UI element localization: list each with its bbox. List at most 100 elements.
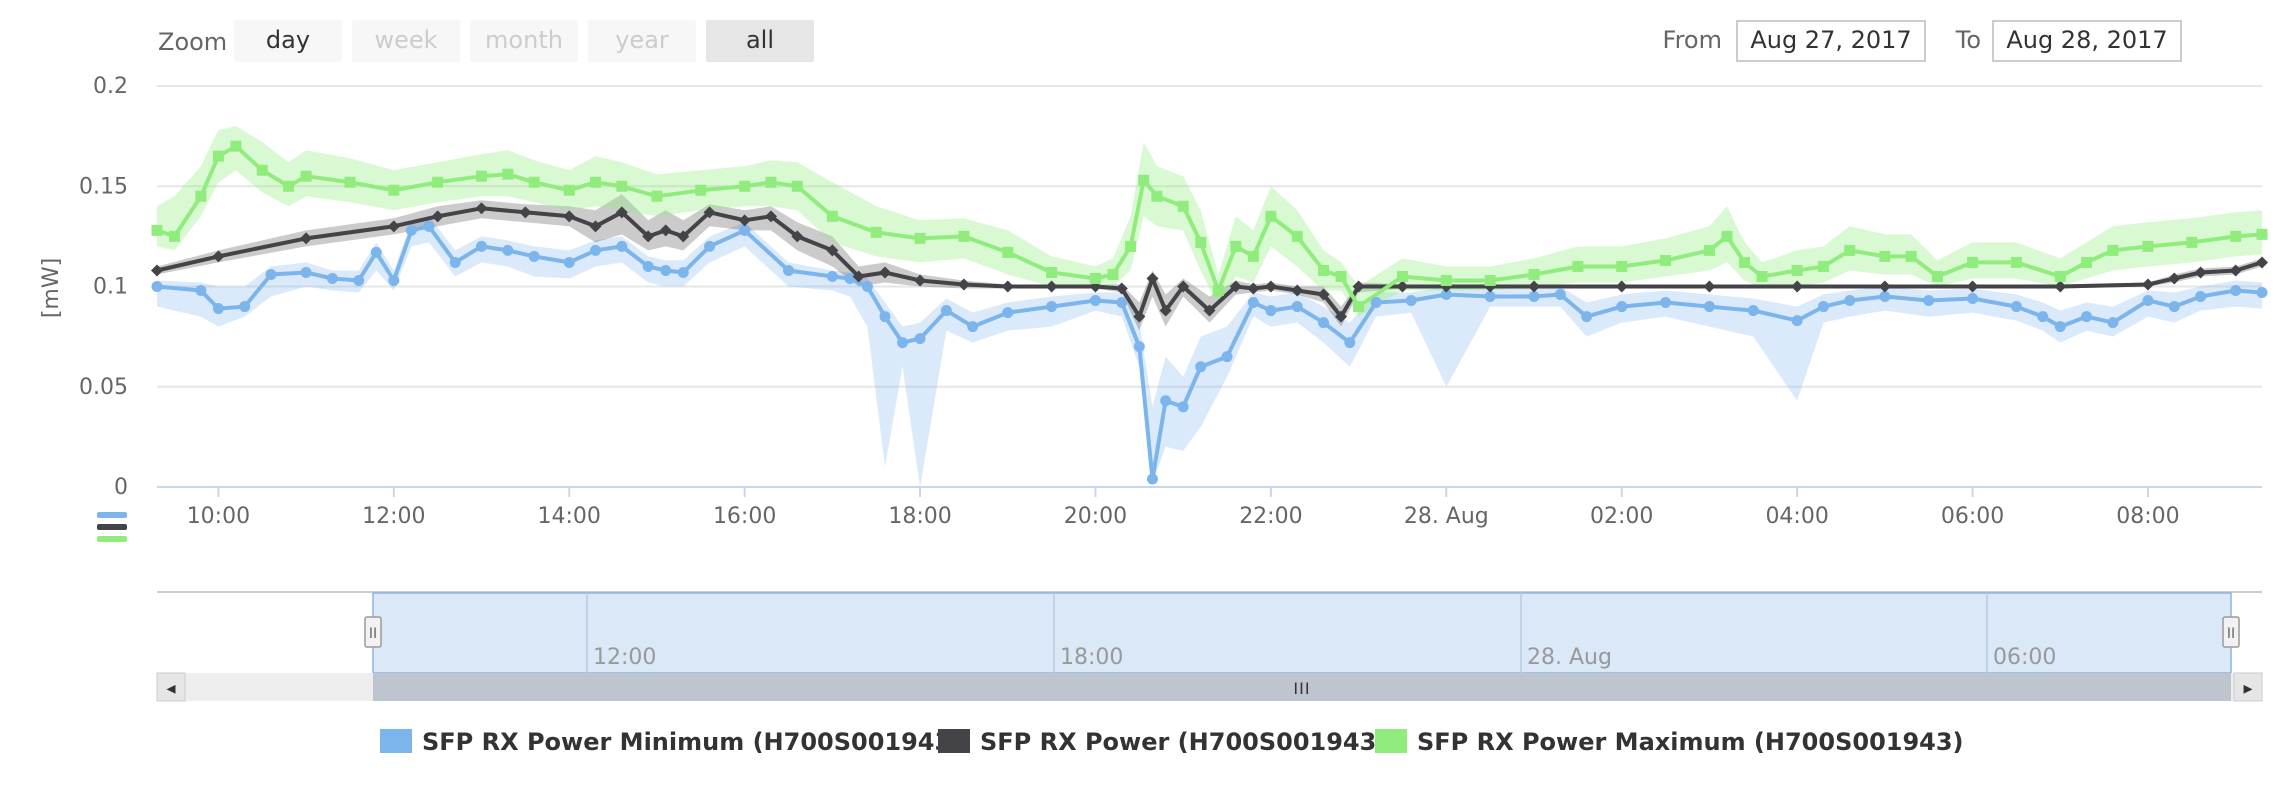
- point-min: [1291, 301, 1303, 313]
- point-min: [1616, 301, 1628, 313]
- point-min: [1265, 305, 1277, 317]
- point-avg: [1352, 280, 1365, 293]
- point-min: [563, 256, 575, 268]
- point-max: [1616, 260, 1628, 272]
- x-tick-label: 16:00: [713, 504, 776, 529]
- point-min: [1660, 297, 1672, 309]
- point-min: [151, 281, 163, 292]
- point-min: [616, 240, 628, 252]
- to-date-input-box[interactable]: [1992, 20, 2182, 62]
- x-tick-label: 08:00: [2116, 504, 2179, 529]
- range-bands: [157, 126, 2262, 488]
- zoom-button-day[interactable]: day: [234, 20, 342, 62]
- zoom-button-month-label: month: [485, 26, 563, 54]
- point-max: [230, 140, 242, 152]
- series-markers: [151, 140, 2268, 485]
- point-avg: [1966, 280, 1979, 293]
- point-max: [590, 176, 602, 188]
- point-max: [870, 226, 882, 238]
- scrollbar-thumb[interactable]: [373, 673, 2231, 701]
- point-avg: [1045, 280, 1058, 293]
- zoom-button-all[interactable]: all: [706, 20, 814, 62]
- point-max: [476, 170, 488, 182]
- x-tick-label: 28. Aug: [1404, 504, 1489, 529]
- legend-swatch-max[interactable]: [1375, 729, 1407, 753]
- point-max: [791, 180, 803, 192]
- point-avg: [1203, 304, 1216, 317]
- mini-swatch-avg: [97, 524, 127, 530]
- point-avg: [2256, 256, 2268, 269]
- navigator-right-handle-grip[interactable]: II: [2227, 626, 2235, 642]
- navigator-left-handle[interactable]: II: [364, 616, 382, 648]
- x-tick-label: 02:00: [1590, 504, 1653, 529]
- zoom-button-day-bg[interactable]: [234, 20, 342, 62]
- mini-swatch-max: [97, 536, 127, 542]
- x-tick-label: 14:00: [538, 504, 601, 529]
- legend-label-avg[interactable]: SFP RX Power (H700S001943): [980, 728, 1387, 756]
- y-tick-label: 0.15: [79, 174, 128, 199]
- point-avg: [1291, 284, 1304, 297]
- point-min: [1817, 301, 1829, 313]
- point-min: [1221, 351, 1233, 363]
- from-date-input-box[interactable]: [1736, 20, 1926, 62]
- point-min: [1133, 341, 1145, 353]
- point-avg: [1177, 280, 1190, 293]
- to-date-input[interactable]: Aug 28, 2017: [2006, 26, 2167, 54]
- point-avg: [1703, 280, 1716, 293]
- navigator-selected-range[interactable]: [372, 592, 2232, 674]
- point-avg: [677, 230, 690, 243]
- legend-swatch-avg[interactable]: [938, 729, 970, 753]
- point-avg: [387, 220, 400, 233]
- point-min: [1089, 295, 1101, 307]
- zoom-button-day-label[interactable]: day: [266, 26, 310, 54]
- scrollbar-left-arrow-icon[interactable]: ◂: [166, 678, 175, 699]
- point-avg: [589, 220, 602, 233]
- point-max: [212, 150, 224, 162]
- zoom-button-all-label[interactable]: all: [746, 26, 774, 54]
- point-max: [1177, 200, 1189, 212]
- scrollbar-left-button[interactable]: [156, 672, 186, 702]
- scrollbar-right-arrow-icon[interactable]: ▸: [2243, 678, 2252, 699]
- point-max: [432, 176, 444, 188]
- point-min: [212, 303, 224, 315]
- navigator-right-handle[interactable]: II: [2222, 616, 2240, 648]
- point-min: [449, 256, 461, 268]
- point-avg: [826, 244, 839, 257]
- legend-item-min[interactable]: SFP RX Power Minimum (H700S001943): [380, 728, 962, 756]
- point-min: [1844, 295, 1856, 307]
- from-date-input[interactable]: Aug 27, 2017: [1750, 26, 1911, 54]
- point-max: [2186, 236, 2198, 248]
- scrollbar-right-button[interactable]: [2233, 672, 2263, 702]
- point-max: [2010, 256, 2022, 268]
- point-max: [695, 184, 707, 196]
- point-avg: [1317, 288, 1330, 301]
- point-max: [1396, 270, 1408, 282]
- navigator-tick-label: 18:00: [1060, 645, 1123, 670]
- x-tick-label: 20:00: [1064, 504, 1127, 529]
- point-min: [1318, 317, 1330, 329]
- y-axis-title: [mW]: [39, 258, 64, 318]
- legend-label-max[interactable]: SFP RX Power Maximum (H700S001943): [1417, 728, 1964, 756]
- point-avg: [738, 214, 751, 227]
- point-max: [1844, 244, 1856, 256]
- navigator-right-handle-body[interactable]: [2222, 616, 2240, 648]
- zoom-button-all-bg[interactable]: [706, 20, 814, 62]
- point-avg: [1146, 272, 1159, 285]
- point-min: [1528, 291, 1540, 303]
- navigator[interactable]: 12:00 18:00 28. Aug 06:00 II II ◂ III ▸: [156, 591, 2263, 702]
- point-max: [151, 224, 163, 236]
- legend-swatch-min[interactable]: [380, 729, 412, 753]
- legend-item-max[interactable]: SFP RX Power Maximum (H700S001943): [1375, 728, 1964, 756]
- point-avg: [764, 210, 777, 223]
- point-min: [528, 250, 540, 262]
- legend-label-min[interactable]: SFP RX Power Minimum (H700S001943): [422, 728, 962, 756]
- navigator-left-handle-grip[interactable]: II: [369, 626, 377, 642]
- point-avg: [1615, 280, 1628, 293]
- scrollbar-grip-icon[interactable]: III: [1293, 679, 1310, 698]
- point-min: [897, 337, 909, 349]
- point-min: [677, 266, 689, 278]
- x-tick-label: 18:00: [888, 504, 951, 529]
- point-avg: [475, 202, 488, 215]
- legend-item-avg[interactable]: SFP RX Power (H700S001943): [938, 728, 1387, 756]
- navigator-left-handle-body[interactable]: [364, 616, 382, 648]
